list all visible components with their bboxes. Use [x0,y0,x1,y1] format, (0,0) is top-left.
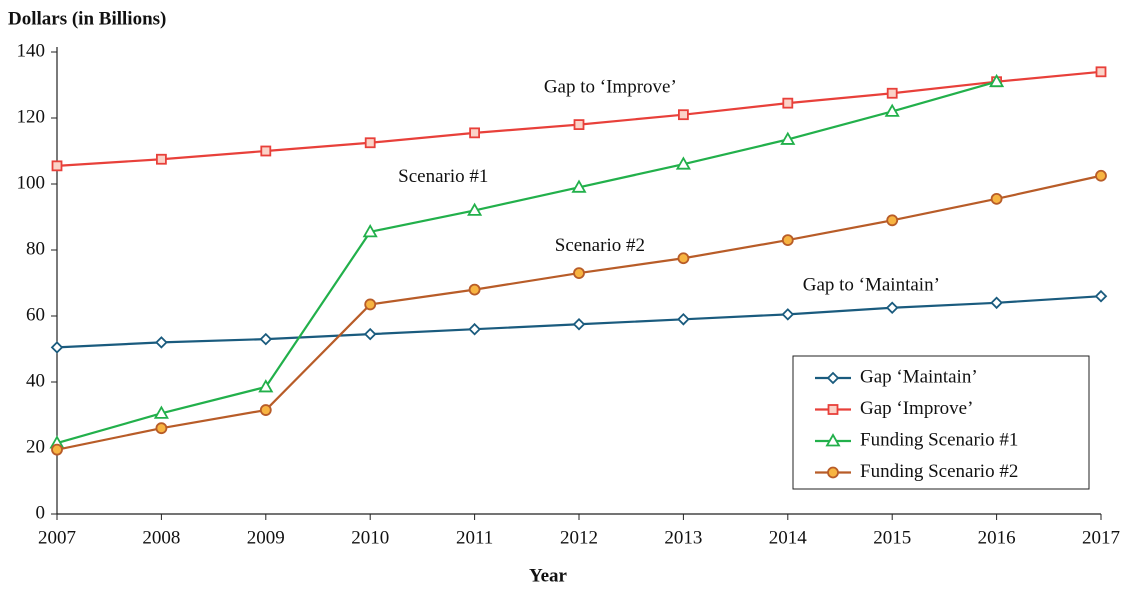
marker [1095,169,1107,182]
marker [364,137,376,149]
legend-label: Funding Scenario #2 [860,461,1018,482]
marker [675,156,691,170]
marker [1095,66,1107,78]
marker [989,73,1005,88]
x-tick-label: 2017 [1082,527,1120,548]
marker [468,283,481,296]
marker [50,341,64,354]
marker [677,313,690,326]
x-tick-label: 2014 [769,527,808,548]
x-tick-label: 2012 [560,527,598,548]
annotation: Gap to ‘Maintain’ [803,275,940,296]
x-tick-label: 2015 [873,527,911,548]
x-tick-label: 2010 [351,527,389,548]
legend-label: Gap ‘Improve’ [860,398,973,419]
legend-label: Gap ‘Maintain’ [860,366,978,387]
marker [362,224,378,238]
marker [469,127,481,139]
x-tick-label: 2008 [142,527,180,548]
marker [990,296,1003,310]
marker [1094,289,1108,303]
y-tick-label: 60 [26,304,45,325]
marker [886,87,898,99]
marker [827,466,839,479]
y-tick-label: 120 [17,106,46,127]
marker [258,379,274,393]
marker [826,371,840,385]
marker [51,160,63,172]
marker [990,192,1003,205]
marker [363,327,377,341]
marker [155,153,167,165]
marker [781,234,794,247]
marker [571,179,587,193]
y-tick-label: 0 [36,502,46,523]
legend-label: Funding Scenario #1 [860,429,1018,450]
y-tick-label: 140 [17,40,46,61]
y-axis-label: Dollars (in Billions) [8,8,166,29]
annotation: Scenario #1 [398,166,488,187]
marker [884,103,900,117]
marker [573,267,585,280]
x-tick-label: 2009 [247,527,285,548]
marker [259,332,273,346]
marker [51,443,63,456]
marker [572,317,586,331]
marker [153,405,169,419]
y-tick-label: 20 [26,436,45,457]
marker [825,433,841,447]
marker [885,301,899,315]
x-tick-label: 2011 [456,527,493,548]
marker [677,252,690,265]
marker [573,119,585,130]
marker [260,145,272,157]
y-tick-label: 40 [26,370,45,391]
marker [364,298,377,311]
x-tick-label: 2013 [664,527,702,548]
marker [678,109,689,121]
y-tick-label: 100 [17,172,46,193]
marker [827,404,839,415]
legend: Gap ‘Maintain’ Gap ‘Improve’ Funding Scena… [792,355,1090,490]
marker [468,322,481,336]
marker [259,404,272,416]
annotation: Gap to ‘Improve’ [544,77,677,98]
marker [886,214,899,227]
x-tick-label: 2007 [38,527,76,548]
x-axis-label: Year [529,565,568,586]
annotation: Scenario #2 [555,235,645,256]
marker [780,131,796,145]
marker [781,308,795,321]
marker [155,336,168,349]
series-line [56,80,997,445]
marker [467,202,483,216]
marker [155,422,168,435]
marker [782,97,794,109]
y-tick-label: 80 [26,238,45,259]
x-tick-label: 2016 [978,527,1016,548]
